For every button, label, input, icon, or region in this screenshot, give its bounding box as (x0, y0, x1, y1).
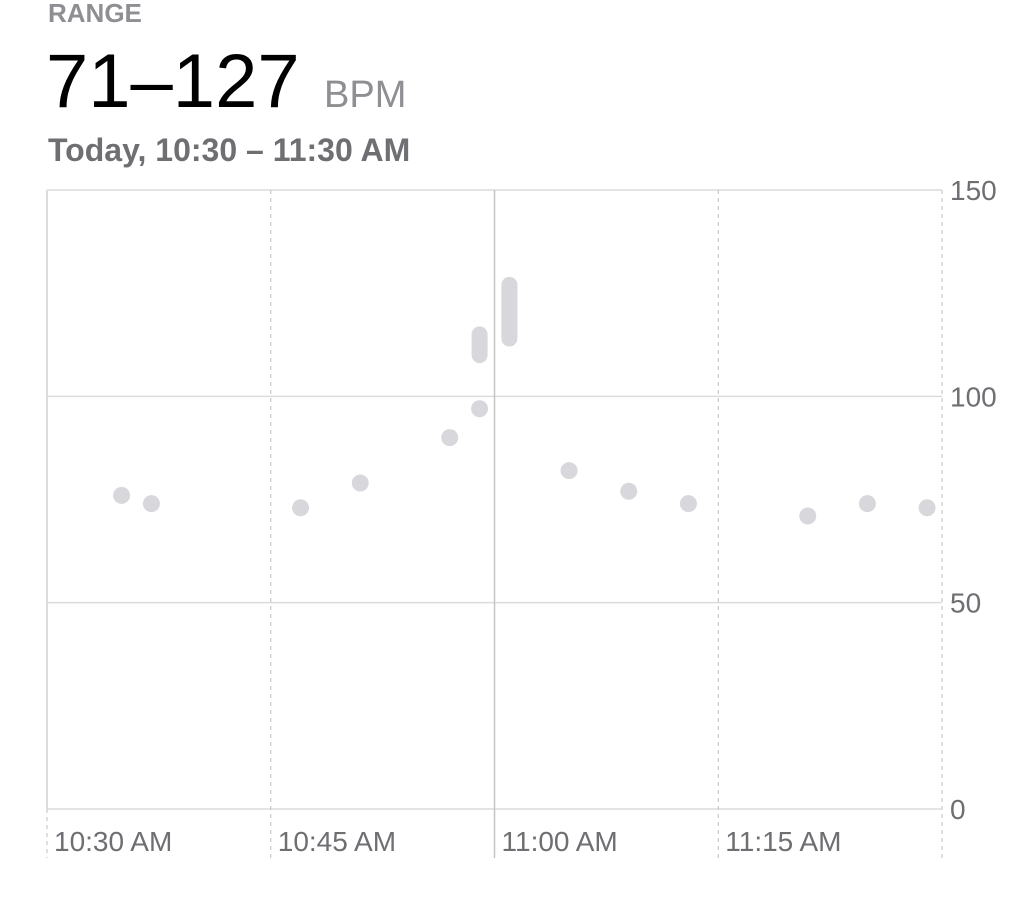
reading-dot (560, 462, 578, 480)
reading-dot (351, 474, 369, 492)
reading-dot (471, 400, 489, 418)
reading-dot (142, 495, 160, 513)
y-tick-label: 150 (950, 175, 997, 206)
reading-dot (441, 429, 459, 447)
y-tick-label: 50 (950, 588, 981, 619)
subtitle: Today, 10:30 – 11:30 AM (48, 132, 410, 168)
x-tick-label: 11:15 AM (725, 826, 841, 857)
reading-dot (113, 486, 131, 504)
range-label: RANGE (48, 0, 142, 28)
y-tick-label: 0 (950, 794, 966, 825)
reading-range (471, 326, 488, 364)
x-tick-label: 11:00 AM (502, 826, 618, 857)
x-tick-label: 10:30 AM (54, 826, 172, 857)
reading-range (501, 276, 518, 347)
reading-dot (799, 507, 817, 525)
reading-dot (679, 495, 697, 513)
y-tick-label: 100 (950, 381, 997, 412)
reading-dot (858, 495, 876, 513)
x-tick-label: 10:45 AM (278, 826, 396, 857)
reading-dot (620, 482, 638, 500)
reading-dot (292, 499, 310, 517)
reading-dot (918, 499, 936, 517)
unit: BPM (324, 74, 406, 116)
range-value: 71–127 (46, 39, 300, 124)
